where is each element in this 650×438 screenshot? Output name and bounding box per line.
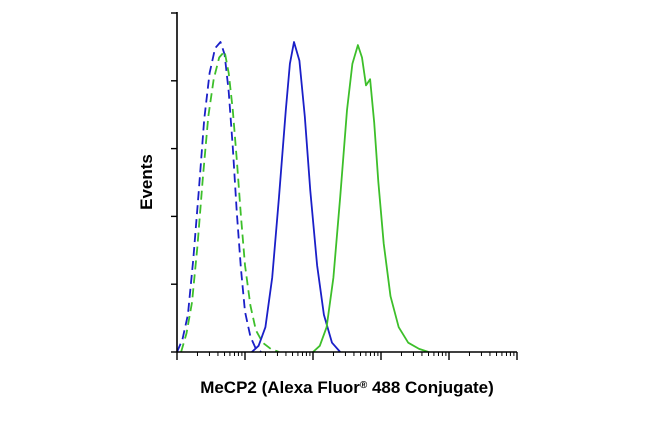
x-axis-title: MeCP2 (Alexa Fluor® 488 Conjugate) <box>200 378 494 397</box>
series-line-4 <box>312 44 429 353</box>
registered-mark: ® <box>360 380 368 391</box>
series-line-2 <box>180 50 280 353</box>
series-line-1 <box>176 41 262 353</box>
series-layer <box>176 41 429 353</box>
axis-ticks <box>171 12 518 360</box>
series-line-3 <box>251 41 341 353</box>
y-axis-title: Events <box>137 154 156 210</box>
